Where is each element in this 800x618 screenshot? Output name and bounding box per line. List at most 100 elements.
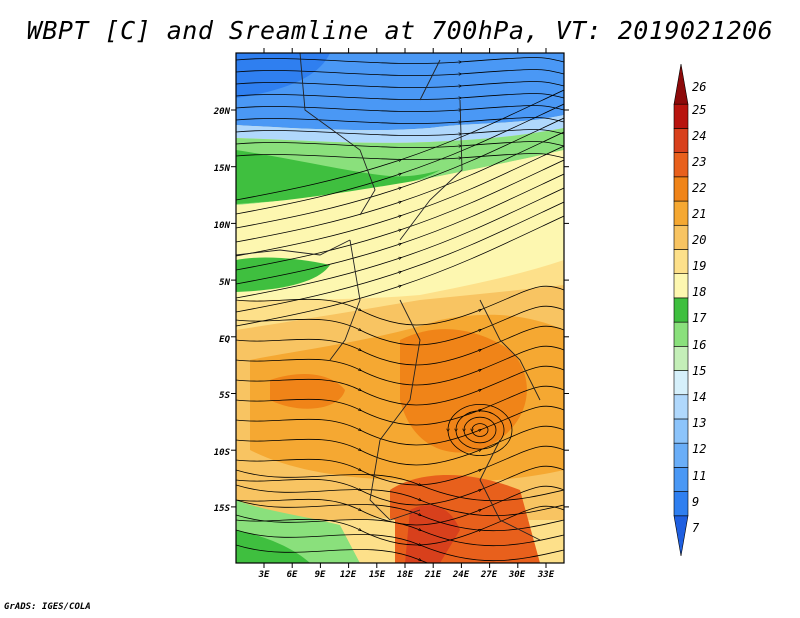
- streamline: [236, 285, 564, 326]
- colorbar-label: 14: [692, 390, 706, 404]
- streamline: [236, 529, 564, 562]
- streamline: [236, 173, 564, 285]
- colorbar-swatch: [673, 152, 689, 178]
- streamline: [236, 201, 564, 313]
- streamline: [236, 425, 564, 466]
- streamline: [236, 145, 564, 257]
- lon-tick-label: 3E: [258, 570, 270, 580]
- colorbar-swatch: [673, 467, 689, 492]
- colorbar-label: 12: [692, 442, 706, 456]
- streamline: [236, 465, 564, 506]
- colorbar-label: 15: [692, 364, 706, 378]
- streamline: [236, 105, 564, 112]
- colorbar-swatch: [673, 346, 689, 371]
- lat-tick-label: 15S: [214, 504, 231, 514]
- colorbar-swatch: [673, 128, 689, 153]
- colorbar-label: 21: [692, 207, 706, 221]
- streamline: [236, 153, 564, 160]
- streamline: [456, 410, 505, 450]
- colorbar-label: 16: [692, 338, 706, 352]
- lon-tick-label: 27E: [480, 570, 498, 580]
- colorbar-label: 7: [692, 521, 700, 535]
- colorbar-label: 17: [692, 311, 707, 325]
- streamline: [236, 325, 564, 366]
- colorbar-swatch: [673, 442, 689, 468]
- map-title: WBPT [C] and Sreamline at 700hPa, VT: 20…: [26, 16, 774, 45]
- lon-tick-label: 9E: [315, 570, 326, 580]
- streamline: [236, 215, 564, 327]
- streamline: [236, 69, 564, 76]
- country-borders: [236, 53, 541, 541]
- streamline: [472, 423, 489, 437]
- colorbar-label: 20: [692, 233, 706, 247]
- streamline: [236, 81, 564, 88]
- streamline: [236, 103, 564, 215]
- colorbar-label: 22: [692, 181, 706, 195]
- lat-tick-label: 20N: [213, 107, 231, 117]
- colorbar-label: 13: [692, 416, 706, 430]
- streamline: [236, 385, 564, 426]
- colorbar-label: 19: [692, 259, 706, 273]
- lon-tick-label: 30E: [508, 570, 526, 580]
- lon-tick-label: 24E: [452, 570, 470, 580]
- streamline: [236, 187, 564, 299]
- streamline: [236, 345, 564, 386]
- colorbar-label: 9: [692, 495, 699, 509]
- wbpt-field: [236, 53, 564, 563]
- lon-tick-label: 33E: [537, 570, 555, 580]
- lat-tick-label: 5N: [219, 278, 230, 288]
- colorbar-swatch: [673, 394, 689, 420]
- streamline: [236, 129, 564, 136]
- colorbar-swatch: [673, 200, 689, 226]
- lat-tick-label: EQ: [219, 335, 230, 345]
- lat-tick-label: 15N: [214, 164, 231, 174]
- lat-tick-label: 10S: [214, 448, 231, 458]
- colorbar-swatch: [673, 297, 689, 323]
- map-frame: [235, 52, 565, 564]
- lon-labels: 3E 6E 9E 12E 15E 18E 21E 24E 27E 30E 33E: [258, 570, 555, 580]
- colorbar-swatch: [673, 63, 689, 105]
- streamline: [236, 131, 564, 243]
- streamline: [236, 505, 564, 546]
- streamline: [236, 514, 564, 547]
- colorbar-swatch: [673, 515, 689, 557]
- lat-labels: 20N 15N 10N 5N EQ 5S 10S 15S: [213, 107, 231, 514]
- colorbar-label: 11: [692, 469, 706, 483]
- lon-tick-label: 21E: [424, 570, 442, 580]
- streamline: [464, 416, 497, 444]
- colorbar-labels: 7 9 11 12 13 14 15 16 17 18 19 20 21 22 …: [692, 80, 707, 535]
- colorbar-swatch: [673, 491, 689, 517]
- lon-tick-label: 18E: [397, 570, 414, 580]
- streamline: [236, 544, 429, 563]
- lon-tick-label: 12E: [340, 570, 357, 580]
- colorbar-swatch: [673, 103, 689, 129]
- streamline: [236, 469, 564, 502]
- streamline: [236, 484, 564, 517]
- colorbar-swatch: [673, 418, 689, 444]
- streamline: [236, 305, 564, 346]
- streamline: [236, 117, 564, 229]
- streamline: [448, 404, 513, 456]
- colorbar-label: 24: [692, 129, 706, 143]
- colorbar-label: 26: [692, 80, 706, 94]
- colorbar-swatch: [673, 249, 689, 274]
- streamline: [236, 117, 564, 124]
- streamline: [236, 93, 564, 100]
- streamline: [236, 485, 564, 526]
- colorbar-label: 18: [692, 285, 706, 299]
- streamline: [236, 445, 564, 486]
- streamline: [236, 499, 564, 532]
- lat-tick-label: 5S: [219, 391, 230, 401]
- streamline: [236, 89, 564, 201]
- colorbar-label: 23: [692, 155, 706, 169]
- streamline: [236, 141, 564, 148]
- axis-ticks: [231, 48, 569, 568]
- colorbar-swatch: [673, 224, 689, 250]
- grads-credit: GrADS: IGES/COLA: [4, 602, 91, 612]
- colorbar-swatch: [673, 321, 689, 347]
- lon-tick-label: 15E: [369, 570, 386, 580]
- streamline: [236, 159, 564, 271]
- streamlines: [236, 57, 564, 563]
- lon-tick-label: 6E: [287, 570, 298, 580]
